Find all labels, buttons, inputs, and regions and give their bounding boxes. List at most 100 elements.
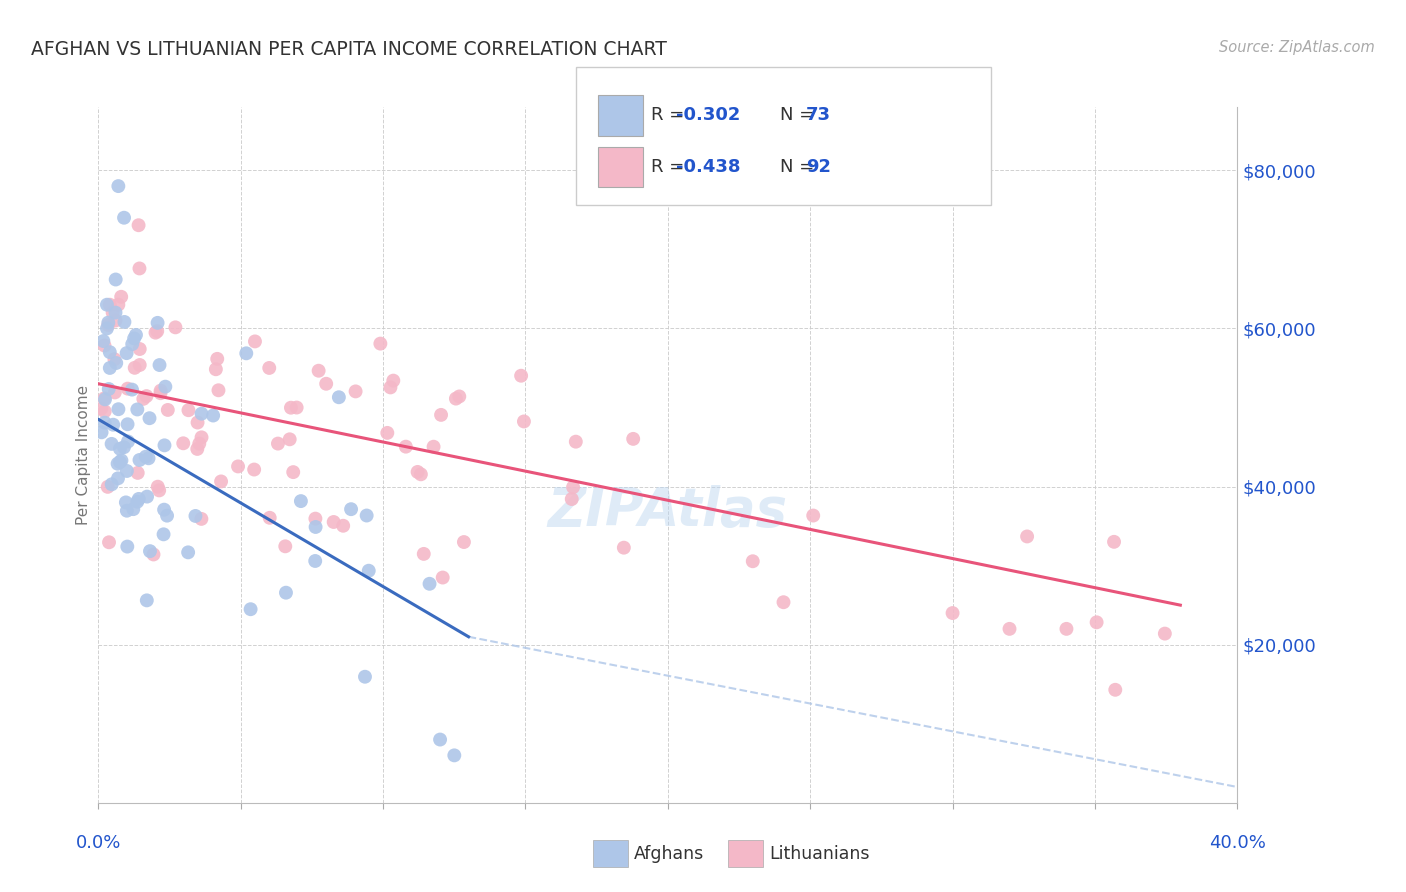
Point [104, 305, 127, 319]
Text: ZIPAtlas: ZIPAtlas [548, 484, 787, 537]
Point [103, 352, 125, 367]
Point [107, 402, 129, 417]
Point [135, 593, 157, 607]
Point [429, 732, 451, 747]
Point [801, 508, 824, 523]
Point [382, 374, 405, 388]
Point [274, 539, 297, 553]
Point [128, 453, 150, 467]
Point [942, 606, 965, 620]
Point [412, 547, 434, 561]
Point [114, 315, 136, 329]
Point [328, 390, 350, 404]
Point [207, 351, 229, 366]
Point [145, 326, 167, 340]
Point [107, 471, 129, 485]
Point [115, 504, 138, 518]
Text: -0.302: -0.302 [676, 106, 741, 124]
Point [93, 416, 115, 430]
Point [136, 490, 159, 504]
Point [304, 520, 326, 534]
Point [149, 386, 172, 401]
Point [146, 480, 169, 494]
Point [98, 535, 121, 549]
Point [322, 515, 344, 529]
Point [115, 464, 138, 478]
Point [375, 425, 398, 440]
Point [741, 554, 763, 568]
Point [128, 342, 150, 356]
Point [135, 389, 157, 403]
Point [267, 436, 290, 450]
Point [97, 382, 120, 396]
Point [128, 358, 150, 372]
Point [127, 466, 149, 480]
Point [315, 376, 337, 391]
Point [117, 382, 139, 396]
Point [146, 324, 169, 338]
Point [135, 450, 157, 464]
Point [108, 442, 131, 456]
Point [100, 477, 122, 491]
Point [124, 360, 146, 375]
Point [205, 362, 228, 376]
Point [93, 338, 115, 352]
Point [188, 436, 211, 450]
Point [1102, 534, 1125, 549]
Point [190, 512, 212, 526]
Point [93, 404, 115, 418]
Point [344, 384, 367, 399]
Point [98, 361, 121, 376]
Point [103, 417, 125, 432]
Point [290, 494, 312, 508]
Point [96, 321, 118, 335]
Point [108, 455, 131, 469]
Point [190, 407, 212, 421]
Point [142, 548, 165, 562]
Point [243, 334, 266, 349]
Point [100, 437, 122, 451]
Text: R =: R = [651, 158, 690, 176]
Point [562, 480, 585, 494]
Point [107, 298, 129, 312]
Point [565, 434, 588, 449]
Point [283, 465, 305, 479]
Point [115, 495, 138, 509]
Point [444, 392, 467, 406]
Text: Afghans: Afghans [634, 845, 704, 863]
Point [513, 414, 536, 428]
Point [274, 585, 297, 599]
Point [1153, 626, 1175, 640]
Point [235, 346, 257, 360]
Point [148, 358, 170, 372]
Text: N =: N = [780, 158, 820, 176]
Point [132, 392, 155, 406]
Text: 73: 73 [806, 106, 831, 124]
Point [259, 510, 281, 524]
Point [165, 320, 187, 334]
Point [93, 334, 115, 348]
Point [97, 318, 120, 332]
Point [138, 411, 160, 425]
Point [613, 541, 636, 555]
Point [278, 432, 301, 446]
Point [104, 313, 127, 327]
Point [153, 502, 176, 516]
Point [152, 527, 174, 541]
Point [561, 491, 583, 506]
Point [354, 670, 377, 684]
Point [1056, 622, 1078, 636]
Point [443, 748, 465, 763]
Point [98, 345, 121, 359]
Point [121, 337, 143, 351]
Point [156, 403, 179, 417]
Point [122, 502, 145, 516]
Text: 92: 92 [806, 158, 831, 176]
Point [139, 544, 162, 558]
Point [127, 402, 149, 417]
Point [96, 298, 118, 312]
Point [125, 327, 148, 342]
Point [155, 379, 177, 393]
Point [1085, 615, 1108, 630]
Point [332, 518, 354, 533]
